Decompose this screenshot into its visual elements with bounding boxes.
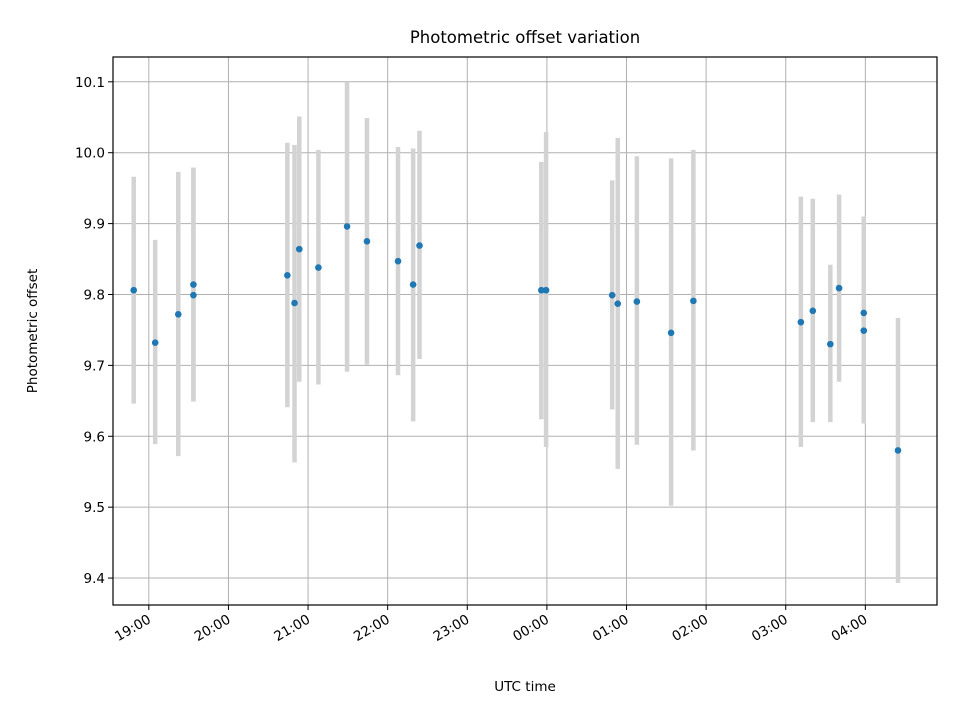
data-point bbox=[797, 318, 805, 326]
y-tick-label: 10.0 bbox=[75, 146, 105, 162]
y-axis-label: Photometric offset bbox=[25, 269, 41, 393]
y-tick-label: 9.9 bbox=[84, 217, 105, 233]
data-point bbox=[343, 223, 351, 230]
data-point bbox=[394, 257, 402, 265]
data-point bbox=[614, 300, 622, 308]
plot-frame bbox=[112, 56, 938, 606]
data-point bbox=[633, 298, 641, 305]
y-tick-label: 9.7 bbox=[84, 358, 105, 374]
data-point bbox=[690, 297, 697, 305]
axis-ticks bbox=[108, 81, 866, 610]
data-point bbox=[291, 299, 298, 307]
data-point bbox=[363, 238, 371, 245]
data-point bbox=[860, 309, 868, 317]
data-point bbox=[130, 286, 137, 294]
x-axis-label: UTC time bbox=[494, 679, 556, 695]
data-points bbox=[130, 223, 902, 454]
data-point bbox=[809, 307, 817, 315]
data-point bbox=[174, 311, 182, 318]
y-tick-labels: 9.4 9.5 9.6 9.7 9.8 9.9 10.0 10.1 bbox=[75, 75, 105, 587]
y-tick-label: 10.1 bbox=[75, 75, 105, 91]
data-point bbox=[860, 327, 868, 334]
y-tick-label: 9.8 bbox=[84, 287, 105, 303]
data-point bbox=[894, 447, 902, 454]
data-point bbox=[284, 272, 291, 279]
data-point bbox=[190, 281, 197, 288]
y-tick-label: 9.5 bbox=[84, 500, 105, 516]
data-point bbox=[151, 339, 159, 346]
data-point bbox=[416, 242, 423, 249]
data-point bbox=[667, 329, 675, 337]
data-point bbox=[542, 286, 550, 294]
data-point bbox=[827, 340, 834, 348]
data-point bbox=[295, 245, 303, 253]
data-point bbox=[190, 291, 197, 299]
data-point bbox=[538, 286, 545, 294]
data-point bbox=[315, 264, 322, 271]
data-point bbox=[608, 291, 616, 299]
y-tick-label: 9.4 bbox=[84, 571, 105, 587]
chart-title: Photometric offset variation bbox=[410, 28, 640, 47]
y-tick-label: 9.6 bbox=[84, 429, 105, 445]
data-point bbox=[835, 284, 843, 292]
data-point bbox=[409, 281, 417, 288]
